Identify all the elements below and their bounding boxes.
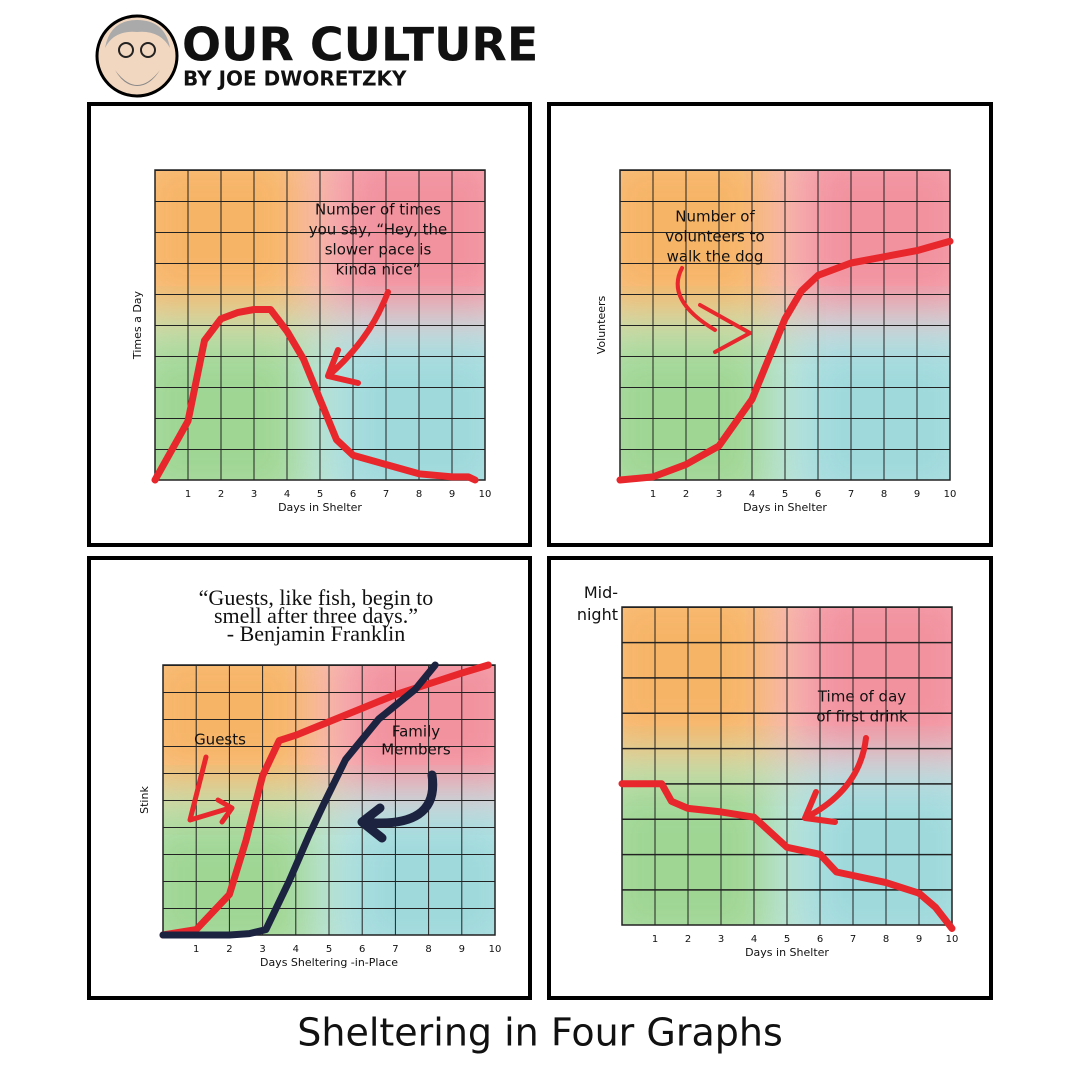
x-tick-label: 4: [293, 944, 299, 955]
panel-frame: [87, 556, 532, 1000]
x-tick-label: 7: [850, 934, 856, 945]
annotation: Family: [392, 723, 440, 741]
quote: - Benjamin Franklin: [227, 621, 405, 646]
x-tick-label: 5: [782, 489, 788, 500]
annotation: Guests: [194, 731, 246, 749]
x-tick-label: 4: [284, 489, 290, 500]
x-tick-label: 2: [685, 934, 691, 945]
x-tick-label: 2: [226, 944, 232, 955]
x-tick-label: 10: [489, 944, 502, 955]
y-axis-title: Times a Day: [131, 290, 144, 360]
x-tick-label: 3: [718, 934, 724, 945]
x-tick-label: 4: [751, 934, 757, 945]
data-line: [618, 780, 956, 932]
x-tick-label: 6: [817, 934, 823, 945]
x-tick-label: 2: [218, 489, 224, 500]
plot-frame: [619, 169, 951, 481]
x-tick-label: 10: [944, 489, 957, 500]
x-tick-label: 8: [416, 489, 422, 500]
annotation: kinda nice”: [336, 261, 421, 279]
plot-frame: [162, 664, 496, 936]
plot-frame: [621, 606, 953, 926]
x-tick-label: 6: [359, 944, 365, 955]
x-tick-label: 7: [392, 944, 398, 955]
x-tick-label: 7: [848, 489, 854, 500]
x-tick-label: 5: [326, 944, 332, 955]
panel-frame: [547, 102, 993, 547]
panel-frame: [547, 556, 993, 1000]
avatar: [95, 14, 179, 98]
annotation: slower pace is: [325, 241, 432, 259]
x-axis-title: Days in Shelter: [743, 501, 827, 514]
y-axis-title: Stink: [138, 786, 151, 814]
data-line: [159, 661, 492, 939]
x-tick-label: 10: [946, 934, 959, 945]
header-title: OUR CULTURE: [182, 18, 538, 72]
x-axis-title: Days in Shelter: [278, 501, 362, 514]
x-tick-label: 4: [749, 489, 755, 500]
data-line: [159, 661, 439, 939]
header-byline: BY JOE DWORETZKY: [183, 67, 407, 91]
quote: “Guests, like fish, begin to: [199, 585, 434, 610]
annotation: of first drink: [816, 708, 908, 726]
x-tick-label: 3: [716, 489, 722, 500]
annotation: volunteers to: [665, 228, 764, 246]
x-tick-label: 6: [815, 489, 821, 500]
x-tick-label: 6: [350, 489, 356, 500]
footer-title: Sheltering in Four Graphs: [297, 1011, 783, 1055]
x-tick-label: 5: [317, 489, 323, 500]
x-tick-label: 9: [459, 944, 465, 955]
x-axis-title: Days Sheltering -in-Place: [260, 956, 398, 969]
annotation: Number of times: [315, 201, 441, 219]
y-tick-label: Mid-night: [577, 583, 618, 624]
data-line: [616, 237, 954, 484]
x-tick-label: 9: [449, 489, 455, 500]
annotation: you say, “Hey, the: [309, 221, 448, 239]
x-tick-label: 1: [185, 489, 191, 500]
x-tick-label: 8: [881, 489, 887, 500]
x-tick-label: 2: [683, 489, 689, 500]
x-tick-label: 1: [652, 934, 658, 945]
data-line: [151, 306, 479, 484]
plot-frame: [154, 169, 486, 481]
x-tick-label: 5: [784, 934, 790, 945]
annotation: Time of day: [817, 688, 906, 706]
x-tick-label: 3: [251, 489, 257, 500]
x-tick-label: 3: [259, 944, 265, 955]
annotation: Number of: [675, 208, 755, 226]
annotation: walk the dog: [667, 248, 764, 266]
x-tick-label: 1: [193, 944, 199, 955]
x-tick-label: 9: [916, 934, 922, 945]
x-tick-label: 10: [479, 489, 492, 500]
annotation: Members: [381, 741, 451, 759]
y-axis-title: Volunteers: [595, 295, 608, 354]
x-tick-label: 1: [650, 489, 656, 500]
x-tick-label: 7: [383, 489, 389, 500]
arrows: [187, 266, 869, 843]
x-tick-label: 8: [883, 934, 889, 945]
quote: smell after three days.”: [214, 603, 418, 628]
panel-frame: [87, 102, 532, 547]
x-axis-title: Days in Shelter: [745, 946, 829, 959]
x-tick-label: 8: [425, 944, 431, 955]
x-tick-label: 9: [914, 489, 920, 500]
